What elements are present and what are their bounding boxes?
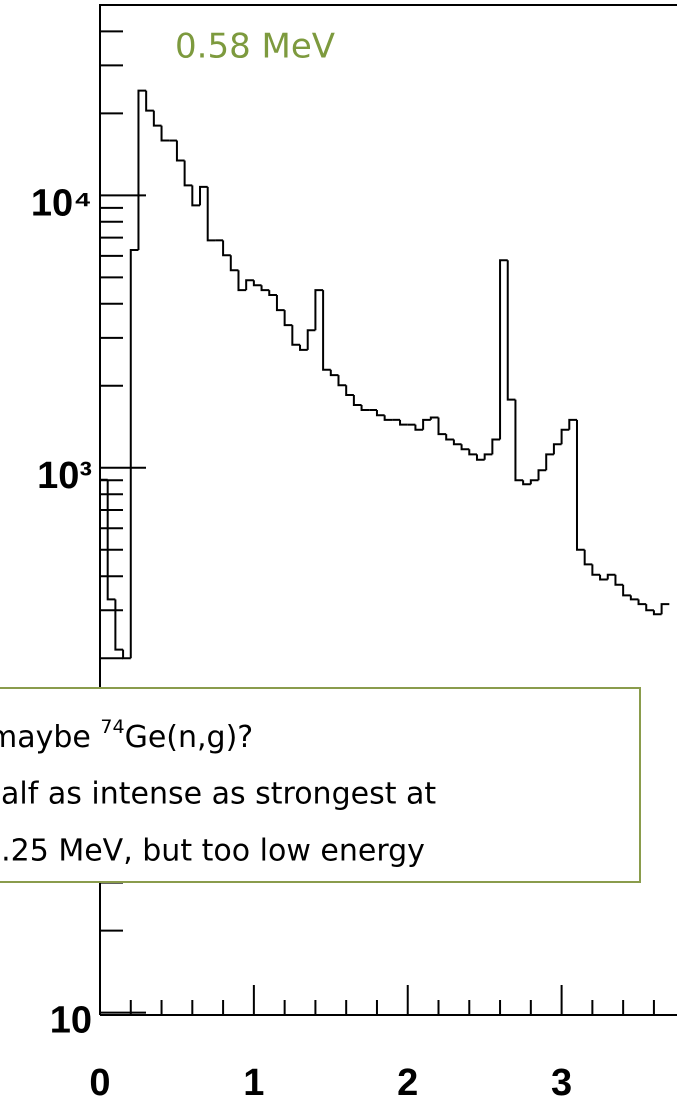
histogram-bin	[491, 438, 501, 455]
histogram-bin	[322, 290, 331, 371]
annotation-superscript: 74	[100, 716, 124, 738]
histogram-bin	[383, 415, 393, 421]
histogram-bin	[237, 270, 247, 292]
histogram-bin	[545, 453, 554, 471]
histogram-bin	[437, 417, 447, 436]
histogram-bin	[129, 249, 139, 659]
histogram-bin	[475, 454, 485, 461]
histogram-bin	[591, 564, 601, 576]
histogram-bin	[506, 260, 516, 401]
annotation-text: maybe	[0, 720, 100, 755]
histogram-bin	[337, 375, 347, 387]
histogram-bin	[637, 599, 647, 606]
annotation-line: 1.25 MeV, but too low energy	[0, 834, 425, 869]
histogram-bin	[291, 325, 301, 346]
histogram-bin	[460, 444, 470, 451]
histogram-bin	[345, 385, 354, 397]
histogram-bin	[183, 160, 193, 187]
histogram-bin	[652, 610, 662, 616]
histogram-bin	[522, 480, 531, 486]
histogram-bin	[252, 280, 262, 287]
histogram-bin	[199, 185, 208, 206]
histogram-bin	[575, 419, 585, 551]
histogram-bin	[537, 469, 547, 481]
histogram-bin	[268, 290, 277, 296]
histogram-bin	[206, 186, 216, 242]
y-tick-label: 10	[50, 1000, 92, 1042]
histogram-bin	[452, 439, 462, 446]
y-tick-label: 10³	[37, 455, 92, 497]
histogram-bin	[106, 479, 116, 601]
histogram-bin	[629, 595, 639, 601]
histogram-bin	[122, 649, 131, 660]
histogram-bin	[468, 449, 477, 456]
histogram-bin	[137, 89, 147, 251]
x-tick-label: 2	[397, 1062, 418, 1101]
x-tick-label: 1	[243, 1062, 264, 1101]
histogram-bin	[614, 574, 624, 586]
annotation-box	[0, 687, 641, 883]
histogram-bin	[445, 434, 454, 441]
histogram-bin	[645, 604, 654, 612]
histogram-bin	[375, 410, 385, 417]
histogram-bin	[583, 549, 593, 566]
histogram-bin	[329, 369, 339, 377]
histogram-bin	[599, 574, 608, 581]
histogram-bin	[191, 185, 201, 207]
histogram-bin	[399, 419, 408, 426]
histogram-bin	[229, 255, 239, 272]
histogram-bin	[414, 424, 424, 431]
histogram-bin	[560, 428, 570, 445]
histogram-bin	[360, 405, 370, 412]
histogram-bin	[245, 279, 254, 291]
histogram-bin	[160, 125, 170, 142]
histogram-bin	[145, 90, 154, 112]
histogram-bin	[114, 599, 124, 651]
histogram-bin	[499, 259, 508, 440]
histogram-bin	[175, 140, 185, 162]
histogram-bin	[422, 418, 431, 430]
histogram-bin	[514, 399, 524, 482]
histogram-bin	[275, 294, 285, 312]
histogram-bin	[429, 416, 439, 420]
chart-title: 0.58 MeV	[175, 27, 335, 67]
histogram-bin	[222, 240, 231, 257]
histogram-bin	[152, 110, 162, 127]
annotation-line: maybe 74Ge(n,g)?	[0, 716, 253, 755]
axis-frame	[99, 4, 677, 1015]
plot-area: 10 10³ 10⁴ 0 1 2 3	[31, 4, 677, 1101]
histogram-bin	[314, 289, 324, 331]
annotation: maybe 74Ge(n,g)? half as intense as stro…	[0, 687, 641, 883]
annotation-line: half as intense as strongest at	[0, 777, 436, 812]
histogram-bin	[260, 285, 270, 292]
histogram-bin	[606, 573, 616, 580]
histogram-bin	[306, 329, 316, 350]
histogram-bin	[299, 344, 308, 351]
x-tick-label: 3	[551, 1062, 572, 1101]
histogram-bin	[483, 453, 493, 460]
histogram-bin	[529, 479, 539, 485]
histogram-bin	[660, 603, 670, 615]
x-tick-label: 0	[89, 1062, 110, 1101]
histogram-bin	[622, 584, 631, 597]
annotation-text: Ge(n,g)?	[125, 720, 254, 755]
histogram-bin	[552, 443, 562, 455]
histogram-bin	[568, 418, 577, 430]
histogram-bin	[352, 395, 362, 407]
histogram-bin	[283, 310, 293, 327]
y-tick-label: 10⁴	[31, 182, 92, 224]
